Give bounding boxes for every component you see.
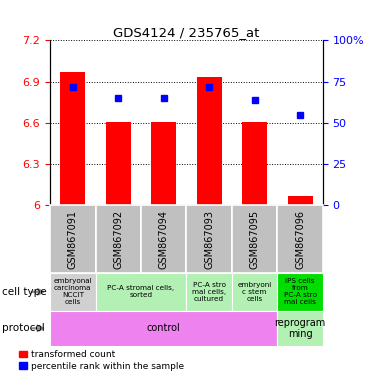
Text: GSM867096: GSM867096: [295, 210, 305, 268]
Text: iPS cells
from
PC-A stro
mal cells: iPS cells from PC-A stro mal cells: [283, 278, 316, 305]
FancyBboxPatch shape: [141, 205, 187, 273]
Text: GSM867095: GSM867095: [250, 210, 260, 268]
FancyBboxPatch shape: [50, 273, 96, 311]
Text: GSM867091: GSM867091: [68, 210, 78, 268]
Text: control: control: [147, 323, 181, 333]
Text: GSM867093: GSM867093: [204, 210, 214, 268]
Text: PC-A stro
mal cells,
cultured: PC-A stro mal cells, cultured: [192, 282, 226, 302]
Bar: [60, 72, 85, 205]
Legend: transformed count, percentile rank within the sample: transformed count, percentile rank withi…: [19, 350, 184, 371]
FancyBboxPatch shape: [278, 273, 323, 311]
Title: GDS4124 / 235765_at: GDS4124 / 235765_at: [113, 26, 260, 39]
FancyBboxPatch shape: [232, 273, 278, 311]
Bar: [106, 121, 131, 205]
FancyBboxPatch shape: [278, 311, 323, 346]
Text: embryonal
carcinoma
NCCIT
cells: embryonal carcinoma NCCIT cells: [53, 278, 92, 305]
Bar: [151, 121, 176, 205]
FancyBboxPatch shape: [50, 311, 278, 346]
Text: embryoni
c stem
cells: embryoni c stem cells: [237, 282, 272, 302]
Text: GSM867092: GSM867092: [113, 210, 123, 268]
FancyBboxPatch shape: [232, 205, 278, 273]
Text: reprogram
ming: reprogram ming: [275, 318, 326, 339]
Text: GSM867094: GSM867094: [159, 210, 169, 268]
FancyBboxPatch shape: [187, 205, 232, 273]
FancyBboxPatch shape: [96, 273, 187, 311]
FancyBboxPatch shape: [187, 273, 232, 311]
FancyBboxPatch shape: [278, 205, 323, 273]
FancyBboxPatch shape: [50, 205, 96, 273]
Text: cell type: cell type: [2, 287, 46, 297]
Text: PC-A stromal cells,
sorted: PC-A stromal cells, sorted: [108, 285, 174, 298]
Bar: [242, 121, 267, 205]
Bar: [197, 78, 221, 205]
Bar: [288, 196, 312, 205]
Text: protocol: protocol: [2, 323, 45, 333]
FancyBboxPatch shape: [96, 205, 141, 273]
